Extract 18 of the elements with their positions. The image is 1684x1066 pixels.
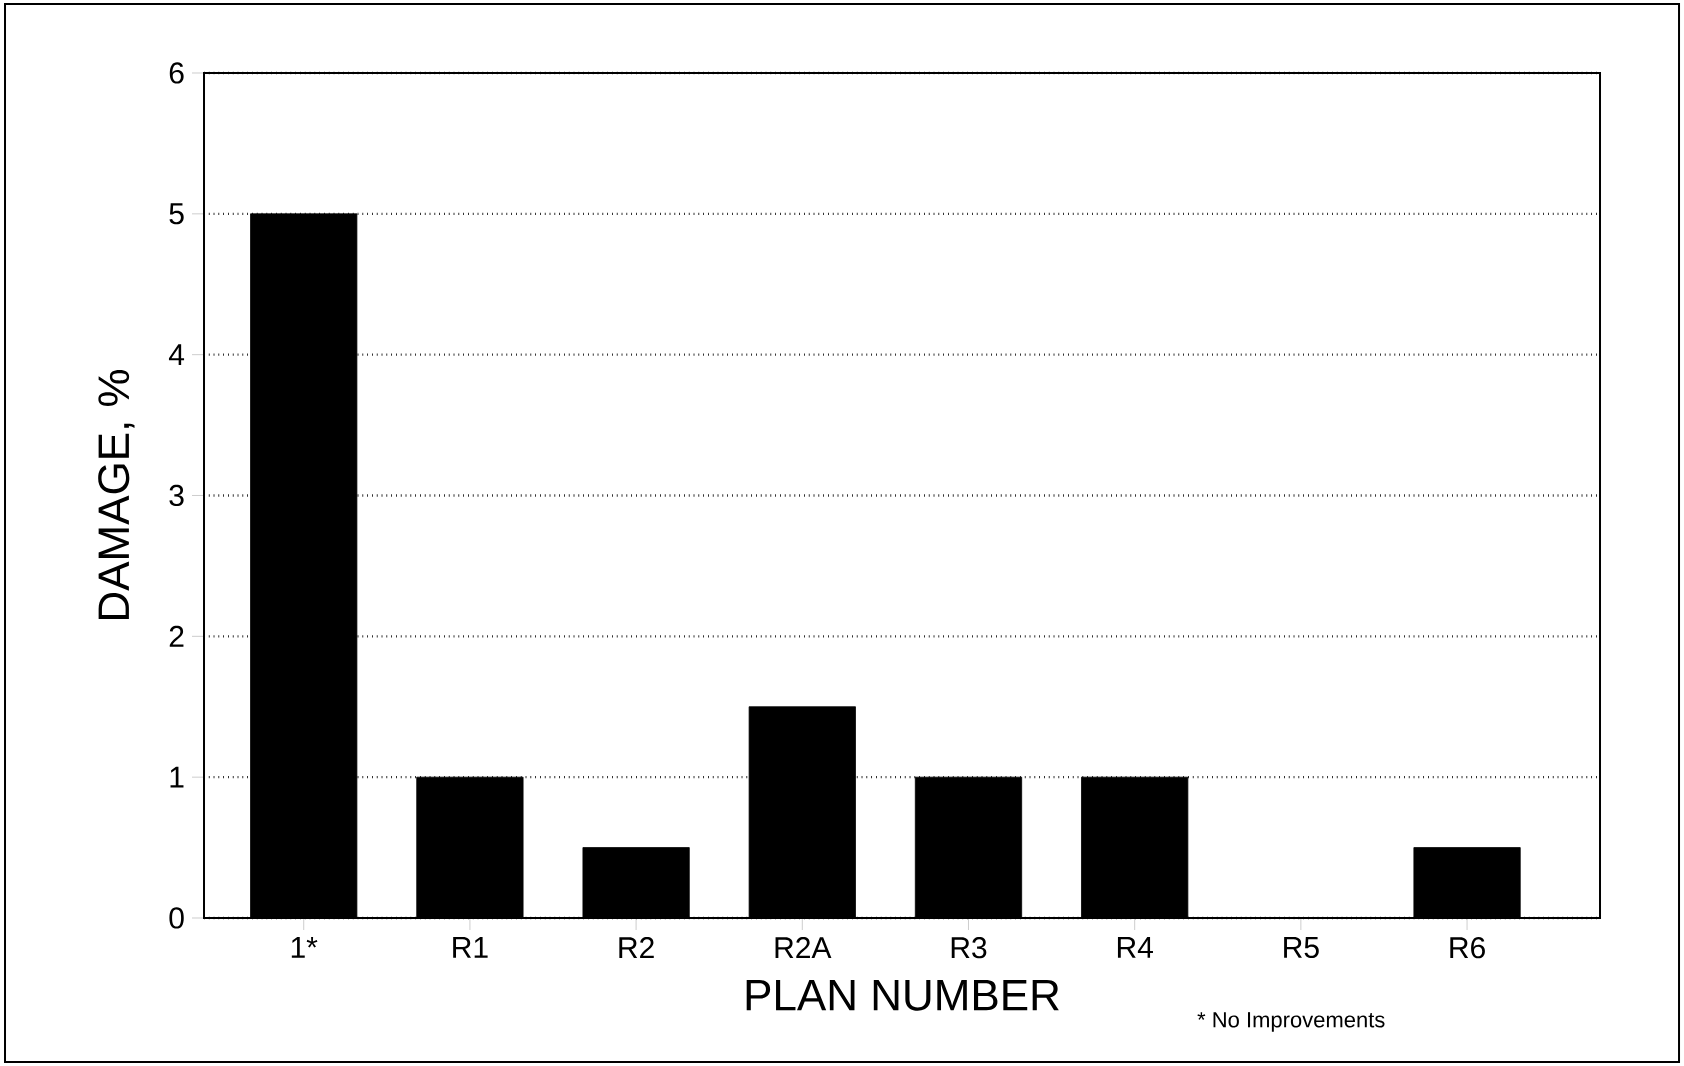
x-tick-label: R1	[453, 937, 488, 958]
y-axis-title: DAMAGE, %	[98, 369, 135, 620]
y-tick-label: 5	[169, 203, 184, 225]
x-tick-label: R4	[1117, 937, 1153, 958]
x-tick-label: R2	[619, 937, 654, 959]
y-tick-label: 0	[169, 907, 184, 929]
y-tick-label: 3	[169, 484, 184, 507]
x-tick-label: R2A	[775, 937, 832, 959]
x-tick-label: R6	[1450, 937, 1485, 959]
y-tick-label: 2	[169, 625, 184, 647]
x-tick-label: R5	[1284, 937, 1319, 958]
y-tick-label: 1	[170, 766, 184, 788]
x-axis-title: PLAN NUMBER	[746, 980, 1059, 1011]
y-tick-label: 4	[168, 344, 185, 365]
x-tick-label: R3	[951, 937, 987, 959]
y-tick-label: 6	[169, 62, 184, 84]
text: * No Improvements	[1197, 1012, 1385, 1032]
x-tick-label: 1*	[291, 937, 318, 958]
